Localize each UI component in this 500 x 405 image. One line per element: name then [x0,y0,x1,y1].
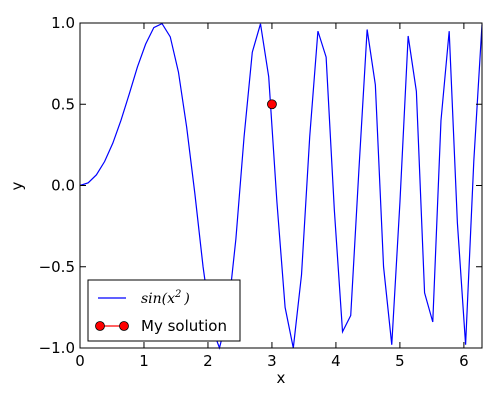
x-axis-label: x [277,369,286,387]
y-axis-label: y [8,181,26,190]
legend-label-sin: sin(x2) [141,289,190,307]
legend-label-sin-base: sin(x [141,291,175,307]
ticks: 0 1 2 3 4 5 6 −1.0 −0.5 0.0 0.5 1.0 [39,14,482,370]
legend-marker-solution-right [119,321,129,331]
x-tick-label: 2 [203,352,213,370]
solution-point [267,99,277,110]
legend-label-solution: My solution [141,317,227,335]
x-tick-label: 6 [459,352,469,370]
x-tick-label: 5 [395,352,405,370]
x-tick-label: 0 [75,352,85,370]
legend-label-sin-close: ) [183,291,189,307]
x-tick-label: 4 [331,352,341,370]
y-tick-label: 0.0 [51,177,75,195]
plot-area [79,22,483,350]
y-tick-label: −1.0 [39,339,75,357]
legend-marker-solution-left [95,321,105,331]
legend: sin(x2) My solution [87,279,241,342]
y-tick-label: 1.0 [51,14,75,32]
x-tick-label: 3 [267,352,277,370]
y-tick-label: −0.5 [39,258,75,276]
y-tick-label: 0.5 [51,95,75,113]
legend-label-sin-sup: 2 [174,289,181,300]
legend-box [87,279,241,342]
x-tick-label: 1 [139,352,149,370]
series-line-sin [79,22,483,350]
